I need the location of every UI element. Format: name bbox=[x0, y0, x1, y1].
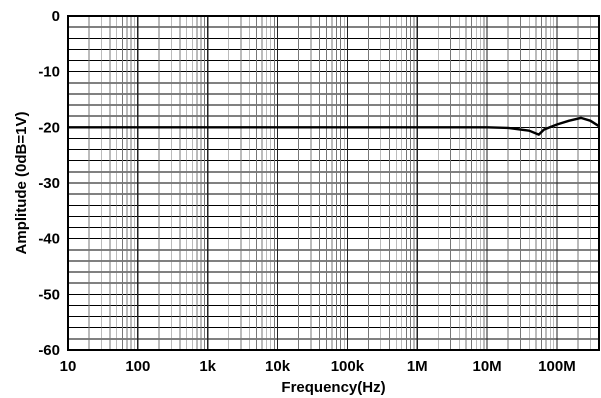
grid-lines bbox=[67, 15, 600, 351]
x-axis-title: Frequency(Hz) bbox=[281, 379, 385, 396]
x-tick-label: 10k bbox=[265, 358, 291, 375]
y-axis-title: Amplitude (0dB=1V) bbox=[13, 112, 30, 255]
x-tick-label: 1M bbox=[407, 358, 428, 375]
y-tick-label: -10 bbox=[38, 64, 60, 81]
y-tick-label: -50 bbox=[38, 286, 60, 303]
plot-frame bbox=[67, 15, 600, 351]
x-tick-label: 100k bbox=[331, 358, 365, 375]
y-tick-label: -40 bbox=[38, 231, 60, 248]
data-series bbox=[68, 116, 600, 136]
y-tick-label: 0 bbox=[52, 8, 60, 25]
y-tick-label: -30 bbox=[38, 175, 60, 192]
y-tick-label: -20 bbox=[38, 119, 60, 136]
x-tick-label: 10 bbox=[60, 358, 77, 375]
x-tick-label: 10M bbox=[473, 358, 502, 375]
x-tick-label: 100M bbox=[538, 358, 576, 375]
series-line bbox=[68, 116, 600, 136]
y-tick-label: -60 bbox=[38, 342, 60, 359]
x-tick-label: 100 bbox=[125, 358, 150, 375]
x-tick-label: 1k bbox=[199, 358, 216, 375]
